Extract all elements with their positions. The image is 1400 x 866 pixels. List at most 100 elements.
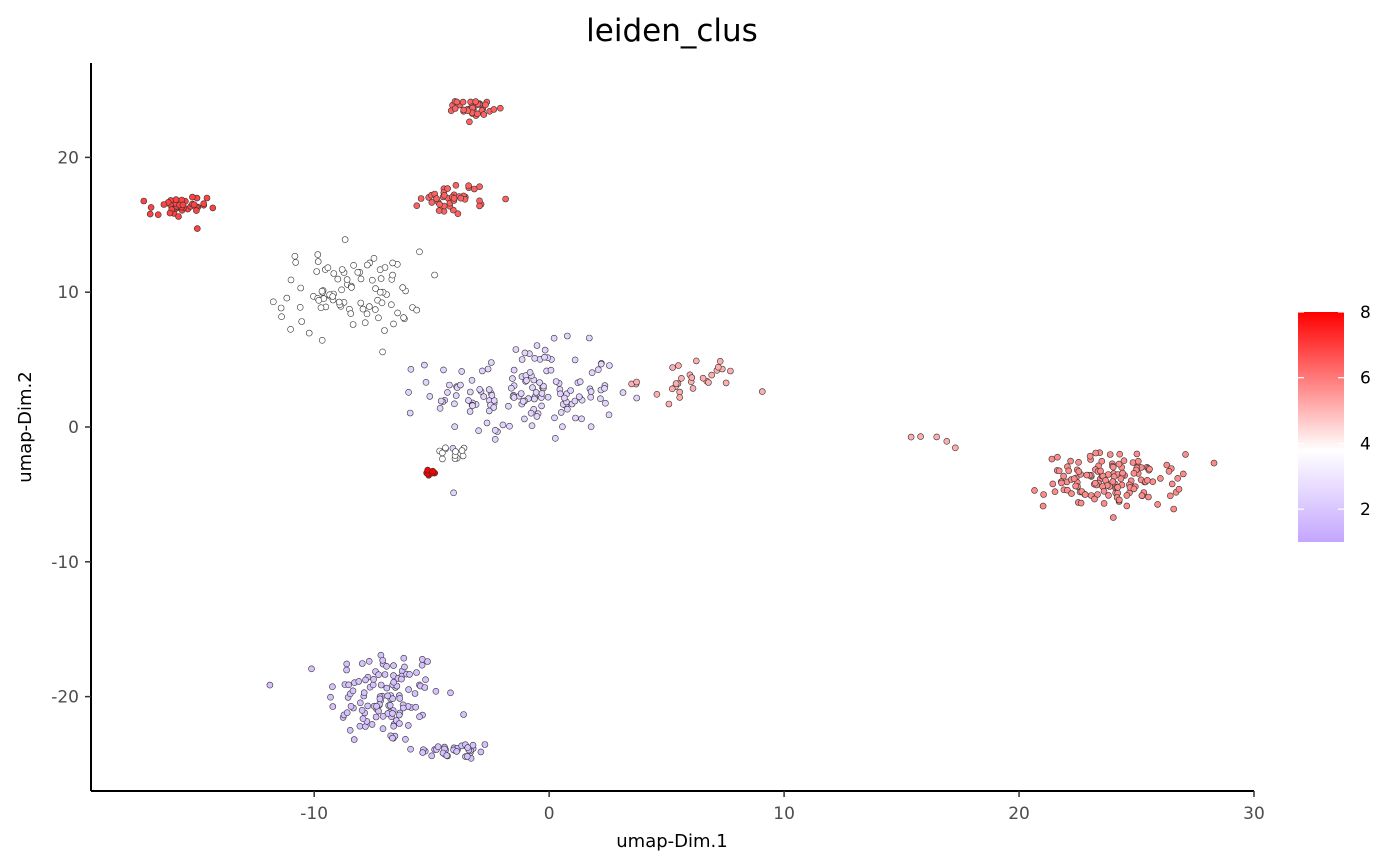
- scatter-point: [399, 284, 407, 291]
- scatter-point: [360, 689, 368, 697]
- scatter-point: [1149, 478, 1157, 486]
- scatter-point: [510, 394, 518, 401]
- scatter-point: [483, 419, 491, 427]
- scatter-point: [605, 411, 613, 419]
- scatter-point: [435, 207, 443, 214]
- scatter-point: [572, 414, 579, 422]
- scatter-point: [389, 259, 396, 267]
- scatter-point: [398, 675, 405, 683]
- scatter-point: [338, 266, 346, 273]
- scatter-point: [349, 687, 357, 695]
- scatter-point: [933, 433, 941, 441]
- scatter-point: [669, 364, 676, 371]
- scatter-point: [160, 201, 168, 208]
- scatter-point: [1105, 492, 1112, 499]
- scatter-point: [287, 325, 294, 333]
- scatter-point: [499, 421, 507, 429]
- scatter-point: [490, 404, 498, 411]
- scatter-point: [355, 678, 363, 685]
- scatter-point: [442, 444, 449, 452]
- scatter-point: [356, 699, 364, 707]
- scatter-point: [377, 681, 385, 689]
- scatter-point: [406, 409, 414, 417]
- scatter-point: [390, 678, 398, 686]
- scatter-point: [379, 348, 386, 356]
- scatter-point: [466, 118, 473, 126]
- scatter-point: [951, 444, 959, 452]
- scatter-point: [1119, 469, 1126, 477]
- scatter-point: [1067, 457, 1074, 465]
- scatter-point: [341, 236, 349, 243]
- scatter-point: [372, 713, 380, 721]
- scatter-point: [439, 455, 446, 463]
- scatter-point: [166, 209, 174, 217]
- scatter-point: [154, 211, 162, 218]
- scatter-point: [335, 298, 343, 306]
- scatter-point: [708, 371, 716, 379]
- scatter-point: [668, 385, 676, 393]
- scatter-point: [329, 293, 337, 300]
- scatter-point: [278, 313, 285, 321]
- scatter-point: [373, 702, 380, 710]
- scatter-point: [1097, 467, 1104, 475]
- scatter-point: [470, 185, 478, 193]
- scatter-point: [417, 195, 425, 202]
- scatter-point: [561, 394, 568, 402]
- scatter-point: [1175, 485, 1183, 493]
- scatter-point: [496, 104, 504, 112]
- scatter-point: [296, 303, 304, 311]
- scatter-point: [531, 354, 539, 362]
- scatter-point: [1133, 450, 1141, 458]
- scatter-point: [350, 736, 358, 743]
- scatter-point: [716, 357, 724, 365]
- chart-title: leiden_clus: [586, 13, 758, 49]
- scatter-point: [317, 304, 325, 312]
- scatter-point: [722, 379, 730, 387]
- scatter-point: [418, 661, 426, 669]
- y-tick-label: 20: [57, 148, 79, 168]
- x-tick-label: -10: [300, 804, 328, 824]
- scatter-point: [457, 194, 465, 202]
- scatter-point: [343, 666, 350, 674]
- scatter-point: [358, 660, 366, 667]
- scatter-point: [1039, 502, 1047, 510]
- scatter-point: [491, 435, 499, 443]
- scatter-point: [1091, 479, 1099, 487]
- scatter-point: [334, 275, 342, 283]
- scatter-point: [601, 384, 608, 392]
- scatter-point: [1168, 480, 1176, 488]
- scatter-point: [521, 415, 528, 423]
- legend-label: 8: [1360, 303, 1371, 323]
- scatter-point: [1210, 459, 1218, 467]
- scatter-point: [387, 301, 395, 309]
- scatter-point: [1060, 472, 1067, 480]
- scatter-point: [588, 369, 596, 377]
- scatter-point: [1109, 478, 1117, 485]
- scatter-point: [313, 268, 321, 275]
- scatter-point: [575, 393, 583, 401]
- scatter-point: [532, 389, 540, 396]
- scatter-point: [602, 399, 609, 407]
- scatter-point: [541, 353, 548, 361]
- scatter-point: [450, 195, 458, 202]
- scatter-point: [1120, 457, 1128, 465]
- scatter-point: [359, 305, 367, 313]
- scatter-point: [460, 711, 467, 718]
- scatter-point: [356, 722, 364, 730]
- scatter-point: [480, 393, 488, 400]
- scatter-point: [389, 734, 396, 742]
- scatter-point: [329, 683, 336, 691]
- scatter-point: [347, 702, 355, 710]
- scatter-point: [476, 202, 483, 210]
- scatter-point: [175, 213, 182, 220]
- scatter-point: [571, 356, 579, 364]
- scatter-point: [523, 377, 530, 384]
- scatter-point: [372, 285, 379, 292]
- scatter-point: [675, 362, 682, 369]
- scatter-point: [452, 392, 460, 399]
- scatter-points: [140, 98, 1218, 762]
- scatter-point: [422, 676, 429, 684]
- scatter-point: [505, 402, 512, 410]
- scatter-point: [453, 98, 461, 106]
- scatter-point: [401, 663, 408, 671]
